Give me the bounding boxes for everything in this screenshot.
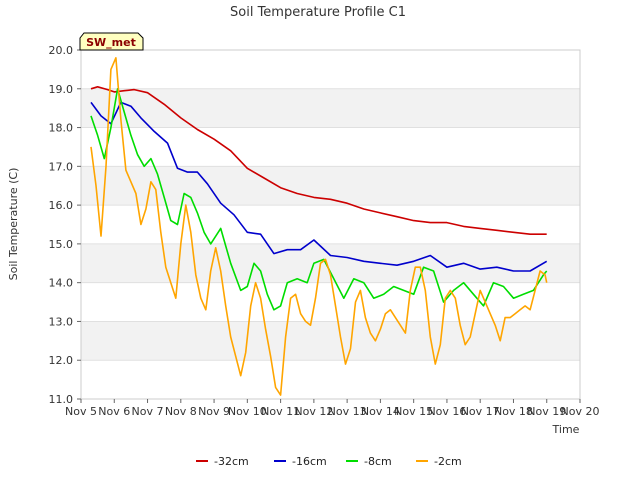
x-tick-label: Nov 7 [132, 405, 164, 418]
y-tick-label: 19.0 [49, 83, 74, 96]
legend-label: -2cm [434, 455, 462, 468]
annotation-badge: SW_met [79, 32, 144, 51]
x-tick-label: Nov 17 [461, 405, 500, 418]
grid-band [81, 360, 580, 399]
grid-band [81, 88, 580, 128]
grid-band [81, 282, 580, 322]
grid-bands [81, 49, 580, 400]
legend-label: -32cm [214, 455, 249, 468]
x-tick-label: Nov 20 [561, 405, 600, 418]
y-tick-label: 12.0 [49, 354, 74, 367]
y-tick-label: 18.0 [49, 122, 74, 135]
y-axis-title: Soil Temperature (C) [7, 168, 20, 281]
series-line-8cm [90, 88, 548, 311]
legend-label: -16cm [292, 455, 327, 468]
grid-band [81, 50, 580, 89]
x-axis-title: Time [552, 423, 580, 436]
y-axis: 11.0 12.0 13.0 14.0 15.0 16.0 17.0 18.0 19.0 20.0 [49, 44, 81, 406]
x-tick-label: Nov 8 [165, 405, 197, 418]
chart-title: Soil Temperature Profile C1 [230, 5, 406, 20]
x-tick-label: Nov 9 [198, 405, 230, 418]
y-tick-label: 16.0 [49, 199, 74, 212]
series-line-32cm [90, 86, 547, 235]
y-tick-label: 20.0 [49, 44, 74, 57]
x-tick-label: Nov 16 [427, 405, 466, 418]
x-tick-label: Nov 11 [261, 405, 300, 418]
series-layer [90, 56, 548, 396]
y-tick-label: 14.0 [49, 277, 74, 290]
x-tick-label: Nov 19 [527, 405, 566, 418]
annotation-text: SW_met [86, 36, 136, 49]
series-line-16cm [90, 101, 548, 272]
x-tick-label: Nov 6 [98, 405, 130, 418]
x-tick-label: Nov 15 [394, 405, 433, 418]
y-tick-label: 11.0 [49, 393, 74, 406]
y-tick-label: 17.0 [49, 160, 74, 173]
grid-band [81, 127, 580, 167]
legend: -32cm -16cm -8cm -2cm [196, 455, 462, 468]
x-tick-label: Nov 14 [361, 405, 400, 418]
x-tick-label: Nov 5 [65, 405, 97, 418]
x-tick-label: Nov 10 [228, 405, 267, 418]
legend-label: -8cm [364, 455, 392, 468]
x-tick-label: Nov 13 [328, 405, 367, 418]
grid-band [81, 205, 580, 244]
y-tick-label: 13.0 [49, 315, 74, 328]
series-line-2cm [90, 56, 548, 396]
x-tick-label: Nov 12 [294, 405, 333, 418]
plot-area-border [80, 49, 581, 400]
x-tick-label: Nov 18 [494, 405, 533, 418]
y-tick-label: 15.0 [49, 238, 74, 251]
grid-band [81, 321, 580, 361]
